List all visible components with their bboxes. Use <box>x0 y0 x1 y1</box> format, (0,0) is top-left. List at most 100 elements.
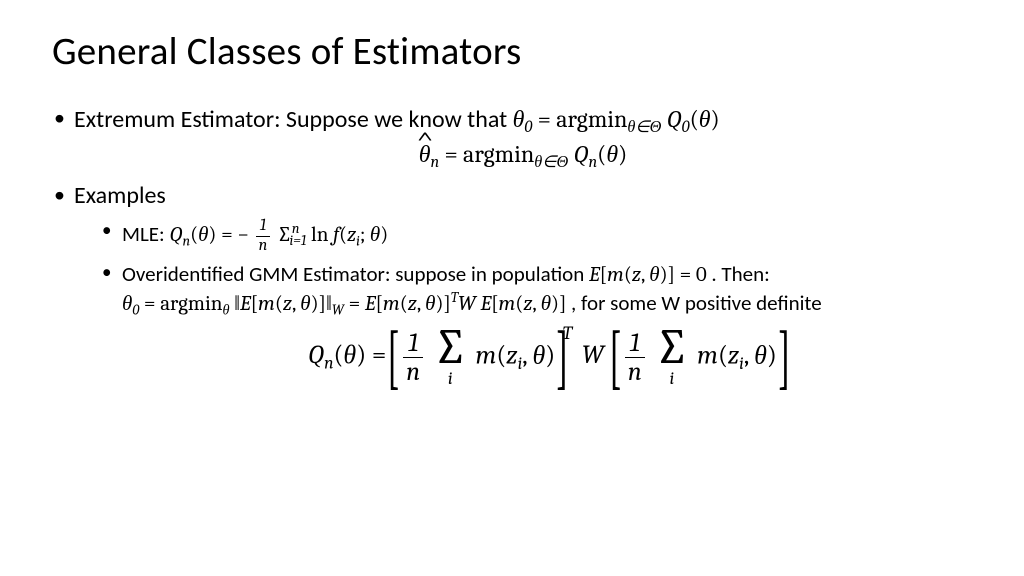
big-theta2: θ <box>533 340 546 370</box>
bullet-examples: Examples MLE: Qn(θ) = − 1 n ∑ni=1 <box>52 180 972 388</box>
bf1-num: 1 <box>403 330 423 358</box>
sym-m4: m <box>498 292 515 316</box>
mle-po: ( <box>190 223 198 247</box>
big-Q: Q <box>308 340 324 370</box>
big-pc: ) <box>356 340 366 370</box>
big-z1: z <box>506 340 517 370</box>
right-bracket-icon-2: ] <box>778 333 792 382</box>
gmm-po: ( <box>624 263 632 287</box>
mle-label: MLE: <box>122 221 169 247</box>
gmm-eqzero: = 0 <box>680 263 707 287</box>
sym-Q2: Q <box>574 140 589 168</box>
big-W: W <box>582 340 604 370</box>
sub-theta-in-Theta: θ∈Θ <box>627 118 661 137</box>
gmm-theta4: θ <box>541 292 551 316</box>
sym-z2: z <box>632 263 641 287</box>
mle-frac: 1 n <box>256 218 271 254</box>
sym-E: E <box>589 263 600 287</box>
mle-Q: Q <box>169 223 182 247</box>
frac-num: 1 <box>256 218 271 236</box>
big-po3: ( <box>718 340 728 370</box>
sym-m: m <box>607 263 624 287</box>
gmm-theta: θ <box>649 263 659 287</box>
example-mle: MLE: Qn(θ) = − 1 n ∑ni=1 ln f(zi; θ) <box>102 218 972 254</box>
paren-close: ) <box>711 105 720 133</box>
gmm-comma3: , <box>417 292 425 316</box>
sup-T: T <box>451 289 458 306</box>
sym-E2: E <box>240 292 251 316</box>
sum-sub: i=1 <box>289 232 306 249</box>
sym-z: z <box>347 223 356 247</box>
bullet-extremum: Extremum Estimator: Suppose we know that… <box>52 103 972 172</box>
big-comma2: , <box>744 340 754 370</box>
sigma-icon-2: ∑ <box>433 327 468 369</box>
big-sigma-1: ∑ i <box>433 327 468 388</box>
gmm-pc: ) <box>660 263 668 287</box>
bf2-num: 1 <box>625 330 645 358</box>
sym-E3: E <box>365 292 376 316</box>
big-frac1: 1 n <box>403 330 423 385</box>
sym-Q: Q <box>667 105 682 133</box>
gmm-pop-cond: E[m(z, θ)] = 0 <box>589 263 711 287</box>
mle-semi: ; <box>360 223 370 247</box>
gmm-tail: , for some W positive definite <box>571 290 822 316</box>
slide-title: General Classes of Estimators <box>52 28 972 75</box>
slide: General Classes of Estimators Extremum E… <box>0 0 1024 576</box>
mle-pc2: ) <box>380 223 388 247</box>
big-frac2: 1 n <box>625 330 645 385</box>
right-bracket-icon: ] <box>556 333 570 382</box>
sub-theta-in-Theta2: θ∈Θ <box>534 153 568 172</box>
bullet-list: Extremum Estimator: Suppose we know that… <box>52 103 972 388</box>
sym-z3: z <box>283 292 292 316</box>
gmm-theta2: θ <box>300 292 310 316</box>
big-comma1: , <box>522 340 532 370</box>
mle-equation: Qn(θ) = − 1 n ∑ni=1 ln f(zi; θ) <box>169 223 388 247</box>
sym-z4: z <box>408 292 417 316</box>
gmm-pc2: ) <box>311 292 319 316</box>
gmm-qn-equation: Qn(θ) = [ 1 n ∑ i <box>122 327 972 388</box>
big-m1: m <box>476 340 497 370</box>
gmm-sub-theta: θ <box>222 302 229 319</box>
sub-zero: 0 <box>524 118 532 137</box>
sub-n2: n <box>588 153 597 172</box>
sym-equals2: = <box>444 140 463 168</box>
gmm-theta3: θ <box>425 292 435 316</box>
example-gmm: Overidentified GMM Estimator: suppose in… <box>102 260 972 388</box>
op-argmin: argmin <box>556 105 627 133</box>
hat-icon: θ <box>419 138 431 170</box>
big-pc2: ) <box>545 340 555 370</box>
big-po2: ( <box>496 340 506 370</box>
mle-eq: = <box>221 223 237 247</box>
eq-thetahat-argmin: θn = argminθ∈Θ Qn(θ) <box>74 138 972 171</box>
left-bracket-icon-2: [ <box>609 333 623 382</box>
sym-m2: m <box>258 292 275 316</box>
gmm-text-1: Overidentified GMM Estimator: suppose in… <box>122 261 589 287</box>
paren-open: ( <box>690 105 699 133</box>
sym-theta3: θ <box>606 140 618 168</box>
paren-close2: ) <box>618 140 627 168</box>
gmm-sub0: 0 <box>132 302 139 319</box>
paren-open2: ( <box>597 140 606 168</box>
gmm-comma: , <box>641 263 649 287</box>
sym-W: W <box>458 292 476 316</box>
sym-theta: θ <box>513 105 525 133</box>
sigma-icon-3: ∑ <box>654 327 689 369</box>
sym-E4: E <box>480 292 491 316</box>
big-po: ( <box>333 340 343 370</box>
gmm-equals: = <box>144 292 160 316</box>
gmm-argmin: argmin <box>160 292 222 316</box>
mle-pc: ) <box>208 223 216 247</box>
eq-theta0-argmin: θ0 = argminθ∈Θ Q0(θ) <box>513 105 720 133</box>
gmm-theta0-eq: θ0 = argminθ ‖E[m(z, θ)]‖W = E[m(z, θ)]T… <box>122 292 571 316</box>
op-ln: ln <box>311 223 328 247</box>
bf1-den: n <box>403 358 423 385</box>
frac-den: n <box>256 237 271 254</box>
mle-minus: − <box>237 223 249 247</box>
sym-equals: = <box>538 105 557 133</box>
gmm-po2: ( <box>275 292 283 316</box>
gmm-comma4: , <box>532 292 540 316</box>
sub-zero2: 0 <box>682 118 690 137</box>
big-sigma-2: ∑ i <box>654 327 689 388</box>
examples-list: MLE: Qn(θ) = − 1 n ∑ni=1 ln f(zi; θ) <box>74 218 972 388</box>
sym-m3: m <box>383 292 400 316</box>
